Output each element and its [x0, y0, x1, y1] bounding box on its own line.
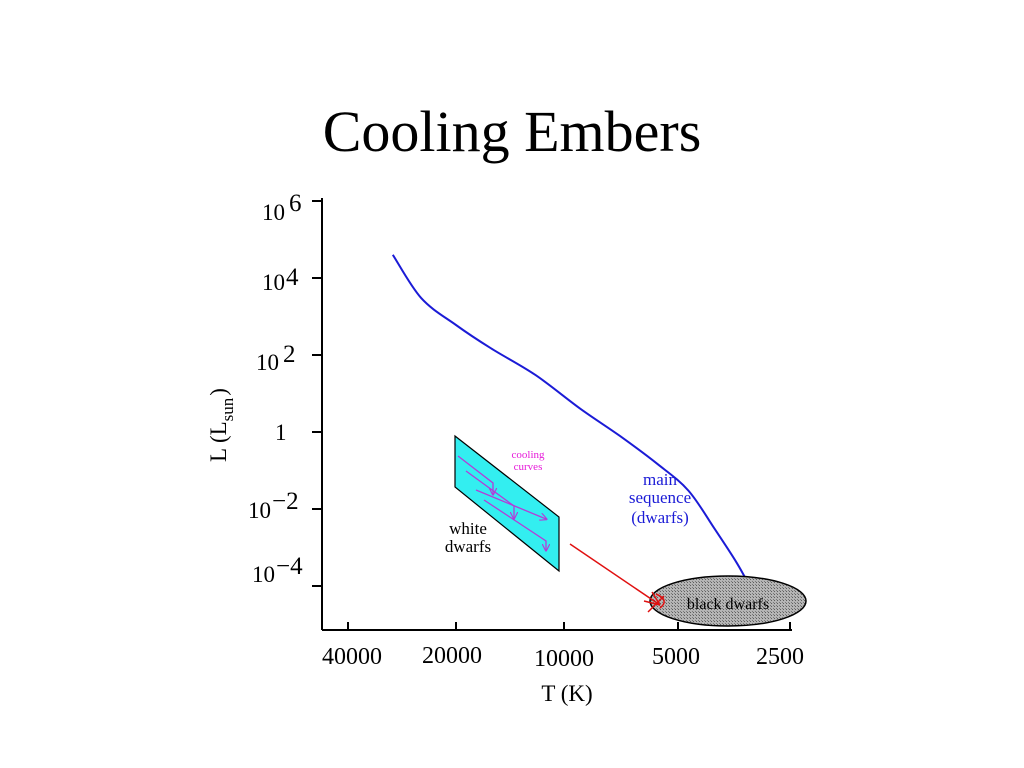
cooling-curves-label-1: cooling: [512, 449, 545, 461]
y-tick-label: 10 2: [256, 341, 296, 375]
main-sequence-label-1: main: [643, 470, 677, 489]
y-tick-label: 10 6: [262, 190, 302, 225]
cooling-curve-arrows: [457, 455, 546, 550]
main-sequence-label-3: (dwarfs): [631, 508, 689, 527]
main-sequence-label-2: sequence: [629, 488, 691, 507]
x-tick-label: 2500: [756, 644, 804, 670]
white-dwarfs-label-2: dwarfs: [445, 537, 491, 556]
black-dwarfs-label: black dwarfs: [687, 596, 769, 613]
white-dwarfs-label-1: white: [449, 519, 487, 538]
x-tick-label: 10000: [534, 646, 594, 672]
y-tick-label: 10−4: [252, 553, 303, 587]
x-tick-label: 5000: [652, 644, 700, 670]
y-axis-tick-marks: [312, 200, 322, 587]
y-tick-label: 1: [275, 420, 287, 445]
black-dwarfs-region: [649, 575, 807, 627]
main-sequence-line: [391, 254, 753, 591]
red-arrow: [569, 543, 665, 613]
x-tick-label: 40000: [322, 644, 382, 670]
cooling-curves-label-2: curves: [514, 461, 543, 473]
y-axis-title: L (Lsun): [206, 388, 237, 462]
x-tick-label: 20000: [422, 643, 482, 669]
y-tick-label: 10−2: [248, 488, 299, 523]
x-axis-tick-marks: [347, 622, 791, 630]
y-tick-label: 104: [262, 264, 299, 295]
slide-title: Cooling Embers: [322, 99, 702, 164]
x-axis-title: T (K): [541, 681, 592, 706]
